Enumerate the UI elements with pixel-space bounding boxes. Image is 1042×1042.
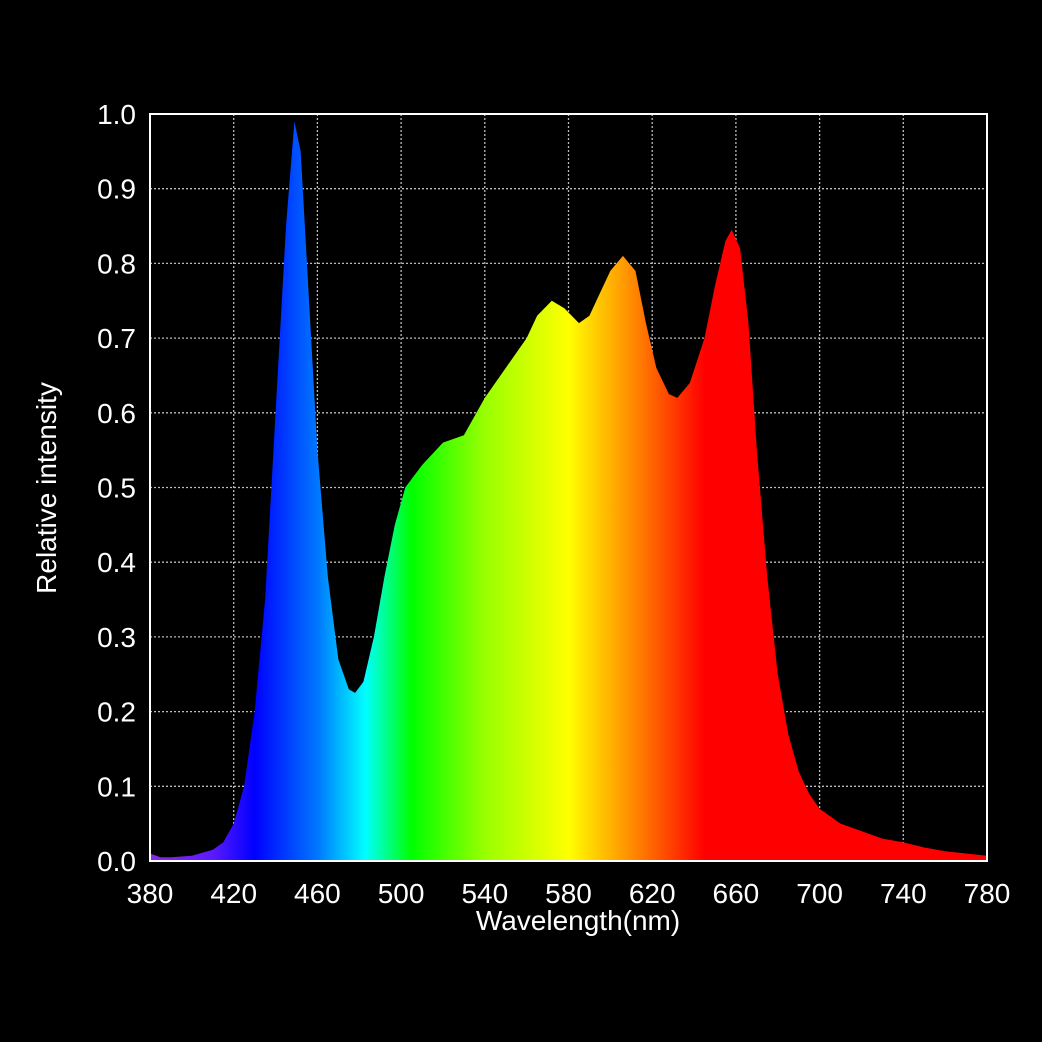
x-tick-label: 540 xyxy=(461,878,508,909)
x-tick-label: 500 xyxy=(378,878,425,909)
y-tick-label: 0.5 xyxy=(97,473,136,504)
x-tick-label: 420 xyxy=(210,878,257,909)
y-tick-label: 0.4 xyxy=(97,547,136,578)
x-tick-label: 740 xyxy=(880,878,927,909)
x-tick-label: 780 xyxy=(964,878,1011,909)
y-tick-label: 1.0 xyxy=(97,99,136,130)
y-tick-label: 0.2 xyxy=(97,697,136,728)
y-tick-label: 0.7 xyxy=(97,323,136,354)
x-tick-label: 580 xyxy=(545,878,592,909)
x-tick-label: 380 xyxy=(127,878,174,909)
plot-frame xyxy=(149,113,988,862)
y-tick-label: 0.0 xyxy=(97,846,136,877)
y-tick-label: 0.9 xyxy=(97,174,136,205)
y-tick-label: 0.6 xyxy=(97,398,136,429)
x-tick-label: 700 xyxy=(796,878,843,909)
y-tick-label: 0.8 xyxy=(97,248,136,279)
y-tick-label: 0.1 xyxy=(97,771,136,802)
x-tick-label: 460 xyxy=(294,878,341,909)
x-tick-label: 660 xyxy=(713,878,760,909)
y-tick-label: 0.3 xyxy=(97,622,136,653)
x-axis-title: Wavelength(nm) xyxy=(476,905,680,936)
spectrum-area xyxy=(150,121,987,862)
y-axis-title: Relative intensity xyxy=(31,382,62,594)
x-tick-label: 620 xyxy=(629,878,676,909)
